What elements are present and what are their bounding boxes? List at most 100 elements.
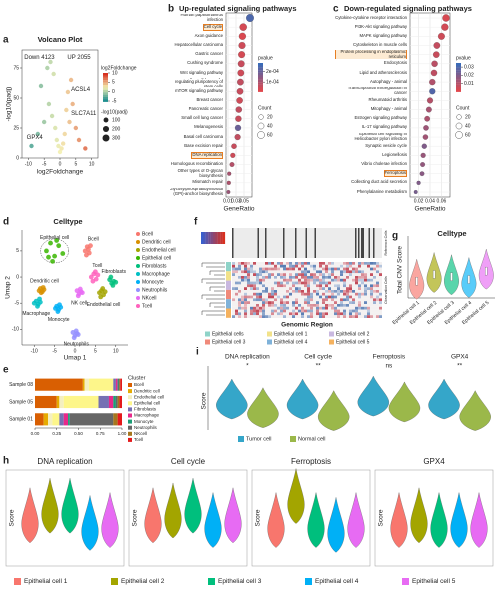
heatmap-cell bbox=[268, 309, 271, 313]
dot bbox=[416, 180, 421, 185]
heatmap-cell bbox=[286, 284, 289, 288]
colorbar-step bbox=[258, 65, 263, 68]
colorbar-step bbox=[103, 92, 108, 95]
heatmap-cell bbox=[289, 270, 292, 274]
colorbar-step bbox=[103, 75, 108, 78]
legend-label: Epithelial cell 3 bbox=[212, 339, 246, 345]
heatmap-cell bbox=[346, 304, 349, 307]
violin bbox=[101, 492, 119, 548]
reference-stripe bbox=[314, 228, 316, 258]
heatmap-cell bbox=[271, 284, 274, 288]
legend-swatch bbox=[267, 331, 272, 337]
heatmap-cell bbox=[355, 276, 358, 279]
dot bbox=[237, 78, 244, 86]
heatmap-cell bbox=[307, 309, 310, 313]
reference-stripe bbox=[341, 228, 343, 258]
heatmap-cell bbox=[283, 295, 286, 299]
heatmap-cell bbox=[343, 267, 346, 271]
category-label-box: Cytoskeleton in muscle cells bbox=[353, 42, 407, 47]
heatmap-cell bbox=[277, 298, 280, 302]
violin bbox=[357, 375, 390, 417]
heatmap-cell bbox=[307, 312, 310, 316]
heatmap-cell bbox=[265, 270, 268, 274]
bar-segment bbox=[115, 378, 118, 391]
heatmap-cell bbox=[277, 276, 280, 279]
heatmap-cell bbox=[337, 264, 340, 268]
dot bbox=[236, 97, 243, 104]
heatmap-cell bbox=[271, 264, 274, 268]
reference-stripe bbox=[293, 228, 295, 258]
heatmap-cell bbox=[316, 267, 319, 271]
heatmap-cell bbox=[349, 298, 352, 302]
legend-swatch bbox=[128, 431, 132, 436]
y-tick-label: 25 bbox=[13, 125, 19, 131]
bar-segment bbox=[56, 395, 60, 409]
heatmap-cell bbox=[358, 270, 361, 274]
color-key-step bbox=[217, 232, 221, 244]
heatmap-cell bbox=[304, 278, 307, 282]
chart-title: Celltype bbox=[437, 229, 466, 238]
heatmap-cell bbox=[298, 301, 301, 304]
heatmap-cell bbox=[298, 290, 301, 293]
category-label-wrap: Glycosylphosphatidylinositol (GPI)-ancho… bbox=[170, 188, 223, 197]
colorbar-label: 0.03 bbox=[464, 64, 474, 70]
heatmap-cell bbox=[325, 278, 328, 282]
colorbar-label: 0.02 bbox=[464, 73, 474, 79]
heatmap-cell bbox=[277, 306, 280, 310]
category-label-box: Protein processing in endoplasmic reticu… bbox=[335, 50, 407, 60]
heatmap-cell bbox=[364, 295, 367, 299]
heatmap-cell bbox=[277, 281, 280, 285]
heatmap-cell bbox=[322, 306, 325, 310]
reference-stripe bbox=[232, 228, 234, 258]
heatmap-cell bbox=[370, 262, 373, 265]
heatmap-cell bbox=[268, 306, 271, 310]
heatmap-cell bbox=[262, 290, 265, 293]
heatmap-cell bbox=[289, 301, 292, 304]
heatmap-cell bbox=[373, 273, 376, 276]
heatmap-cell bbox=[244, 304, 247, 307]
bar-segment bbox=[118, 378, 120, 391]
heatmap-cell bbox=[346, 298, 349, 302]
heatmap-cell bbox=[247, 292, 250, 296]
heatmap-cell bbox=[364, 315, 367, 318]
heatmap-cell bbox=[334, 304, 337, 307]
heatmap-cell bbox=[355, 312, 358, 316]
heatmap-cell bbox=[349, 312, 352, 316]
heatmap-cell bbox=[313, 262, 316, 265]
heatmap-cell bbox=[238, 287, 241, 290]
heatmap-cell bbox=[235, 287, 238, 290]
heatmap-cell bbox=[334, 270, 337, 274]
heatmap-cell bbox=[325, 298, 328, 302]
bar-segment bbox=[59, 395, 64, 409]
heatmap-cell bbox=[367, 295, 370, 299]
heatmap-cell bbox=[274, 281, 277, 285]
bar-segment bbox=[119, 378, 121, 391]
heatmap-cell bbox=[355, 290, 358, 293]
legend-label: Normal cell bbox=[298, 436, 326, 442]
heatmap-cell bbox=[238, 309, 241, 313]
heatmap-cell bbox=[289, 276, 292, 279]
heatmap-cell bbox=[340, 273, 343, 276]
legend-label: Epithelial cells bbox=[212, 331, 244, 337]
heatmap-cell bbox=[358, 273, 361, 276]
heatmap-cell bbox=[361, 304, 364, 307]
heatmap-cell bbox=[346, 278, 349, 282]
bar-segment bbox=[108, 395, 114, 409]
heatmap-cell bbox=[235, 301, 238, 304]
heatmap-cell bbox=[307, 270, 310, 274]
legend-title: pvalue bbox=[456, 55, 471, 61]
heatmap-cell bbox=[232, 262, 235, 265]
heatmap-cell bbox=[304, 270, 307, 274]
category-label-wrap: mTOR signaling pathway bbox=[170, 87, 223, 96]
dot bbox=[235, 115, 242, 122]
color-key-step bbox=[201, 232, 204, 244]
heatmap-cell bbox=[253, 270, 256, 274]
heatmap-cell bbox=[334, 281, 337, 285]
heatmap-cell bbox=[289, 290, 292, 293]
panel-title: Cell cycle bbox=[171, 457, 206, 466]
x-axis-label: Genomic Region bbox=[281, 322, 333, 329]
heatmap-cell bbox=[262, 287, 265, 290]
reference-stripe bbox=[247, 228, 249, 258]
category-label-wrap: DNA replication bbox=[170, 151, 223, 160]
reference-stripe bbox=[283, 228, 285, 258]
